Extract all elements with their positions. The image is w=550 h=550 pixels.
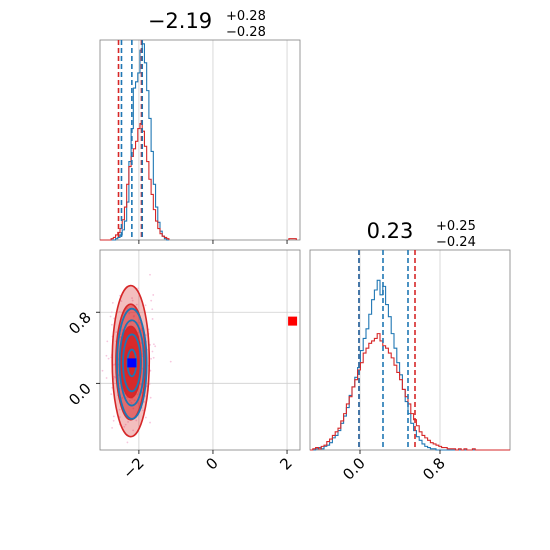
contour-blue	[118, 319, 145, 407]
joint-x-label: 0	[202, 454, 221, 473]
histogram-red	[310, 333, 510, 451]
scatter-point	[135, 303, 138, 306]
scatter-point	[149, 421, 151, 424]
scatter-point	[118, 311, 121, 313]
scatter-point	[144, 304, 147, 307]
scatter-point	[151, 350, 154, 353]
title-param-1-upper: +0.28	[226, 9, 266, 24]
scatter-point	[135, 419, 138, 422]
scatter-point	[131, 299, 134, 302]
scatter-point	[169, 360, 172, 363]
scatter-point	[149, 369, 152, 372]
scatter-point	[152, 343, 155, 346]
scatter-point	[111, 302, 114, 304]
scatter-point	[124, 423, 127, 426]
title-param-1: −2.19	[148, 9, 212, 33]
joint-panel: −2 0 2 0.0 0.8	[65, 249, 301, 495]
scatter-point	[101, 369, 104, 372]
contour-blue	[122, 333, 142, 393]
scatter-point	[112, 419, 115, 422]
histogram-blue	[100, 43, 169, 241]
scatter-point	[97, 376, 99, 378]
marginal-panel-param-1: −2.19 +0.28−0.28	[99, 9, 301, 244]
scatter-point	[107, 357, 110, 360]
scatter-point	[150, 299, 153, 302]
marginal-2-frame	[309, 249, 511, 451]
scatter-point	[150, 357, 152, 360]
marginal-panel-param-2: 0.23 +0.25−0.24 0.0 0.8	[309, 219, 511, 484]
scatter-point	[131, 297, 133, 299]
joint-x-label: 2	[276, 454, 295, 473]
scatter-point	[110, 393, 113, 396]
scatter-point	[112, 415, 115, 418]
scatter-point	[110, 323, 113, 326]
scatter-point	[110, 311, 113, 314]
marginal-2-x-label: 0.8	[419, 454, 449, 484]
scatter-point	[105, 377, 108, 379]
scatter-point	[111, 426, 114, 429]
contour-blue	[116, 307, 148, 420]
scatter-point	[127, 421, 129, 423]
scatter-point	[105, 354, 108, 357]
scatter-point	[114, 376, 117, 379]
joint-y-label: 0.0	[65, 379, 95, 409]
scatter-point	[152, 294, 155, 296]
scatter-point	[115, 331, 118, 334]
scatter-point	[120, 300, 123, 303]
joint-frame	[99, 249, 301, 451]
scatter-point	[152, 356, 155, 359]
marginal-1-frame	[99, 39, 301, 241]
scatter-point	[137, 287, 140, 290]
histogram-red-outlier-bin	[288, 238, 297, 240]
title-param-2-upper: +0.25	[436, 219, 476, 234]
marker-red_marker	[288, 316, 298, 326]
scatter-point	[127, 493, 129, 495]
scatter-point	[144, 416, 147, 419]
scatter-point	[151, 318, 154, 320]
title-param-2-lower: −0.24	[436, 235, 476, 250]
scatter-point	[142, 409, 144, 412]
scatter-point	[154, 345, 157, 348]
title-param-1-lower: −0.28	[226, 25, 266, 40]
scatter-point	[112, 363, 115, 366]
scatter-point	[118, 408, 121, 411]
marginal-2-x-label: 0.0	[339, 454, 369, 484]
scatter-point	[149, 273, 151, 276]
scatter-point	[151, 308, 154, 311]
scatter-point	[126, 441, 129, 444]
marker-blue_marker	[127, 358, 137, 368]
joint-x-label: −2	[119, 454, 147, 482]
histogram-red	[100, 122, 170, 241]
title-param-2: 0.23	[367, 219, 414, 243]
joint-y-label: 0.8	[65, 308, 95, 338]
scatter-point	[118, 416, 121, 418]
scatter-point	[109, 315, 112, 318]
scatter-point	[149, 396, 152, 399]
scatter-point	[106, 340, 109, 343]
scatter-point	[123, 425, 126, 428]
histogram-blue	[310, 279, 510, 451]
scatter-point	[132, 429, 135, 432]
